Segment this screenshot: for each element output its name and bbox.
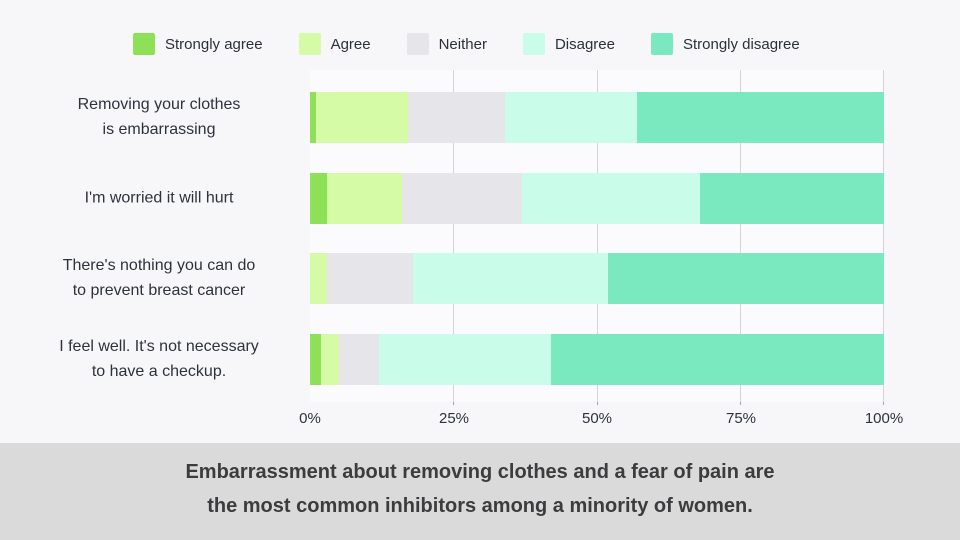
bar-row-worried-hurt (310, 173, 884, 224)
caption-line-1: Embarrassment about removing clothes and… (185, 461, 775, 483)
strongly-disagree-swatch-icon (650, 33, 673, 55)
x-axis-label-50: 50% (581, 410, 613, 427)
legend-label: Agree (330, 35, 371, 53)
legend-item-neither: Neither (406, 33, 487, 55)
bar-segment-neither (327, 253, 414, 304)
bar-segment-strongly-disagree (608, 253, 884, 304)
x-axis-label-25: 25% (438, 410, 470, 427)
category-label-line: Removing your clothes (77, 96, 241, 113)
bar-segment-strongly-disagree (551, 334, 884, 385)
bar-segment-neither (407, 92, 506, 143)
legend-label: Strongly agree (165, 35, 263, 53)
category-label-line: I'm worried it will hurt (84, 189, 234, 207)
bar-segment-agree (310, 253, 328, 304)
category-label-line: to have a checkup. (91, 363, 227, 380)
bar-row-nothing-prevent (310, 253, 884, 304)
legend-label: Neither (438, 35, 487, 53)
category-label-line: is embarrassing (102, 121, 216, 138)
bar-segment-neither (338, 334, 379, 385)
legend-item-disagree: Disagree (522, 33, 615, 55)
axis-tick-100 (883, 399, 884, 405)
legend-item-strongly-agree: Strongly agree (133, 33, 263, 55)
gridline-75 (740, 70, 741, 402)
category-label-removing-clothes: Removing your clothes is embarrassing (28, 92, 290, 142)
bar-segment-agree (315, 92, 408, 143)
gridline-50 (597, 70, 598, 402)
bar-segment-strongly-disagree (700, 173, 884, 224)
legend-label: Disagree (554, 35, 615, 53)
legend-label: Strongly disagree (682, 35, 800, 53)
axis-tick-75 (740, 399, 741, 405)
strongly-agree-swatch-icon (133, 33, 155, 55)
bar-segment-disagree (413, 253, 609, 304)
bar-segment-disagree (522, 173, 701, 224)
chart-legend: Strongly agree Agree Neither Disagree St… (133, 33, 800, 55)
bar-segment-agree (327, 173, 402, 224)
bar-segment-strongly-disagree (637, 92, 884, 143)
legend-item-agree: Agree (298, 33, 371, 55)
bar-row-feel-well (310, 334, 884, 385)
legend-item-strongly-disagree: Strongly disagree (650, 33, 800, 55)
agree-swatch-icon (298, 33, 321, 55)
bar-segment-strongly-agree (310, 92, 316, 143)
caption-banner: Embarrassment about removing clothes and… (0, 443, 960, 540)
category-label-line: There's nothing you can do (62, 257, 256, 274)
bar-segment-strongly-agree (310, 173, 328, 224)
category-label-worried-hurt: I'm worried it will hurt (28, 186, 290, 211)
bar-segment-strongly-agree (310, 334, 322, 385)
bar-segment-disagree (505, 92, 638, 143)
disagree-swatch-icon (522, 33, 545, 55)
axis-tick-50 (597, 399, 598, 405)
bar-row-removing-clothes (310, 92, 884, 143)
category-label-line: I feel well. It's not necessary (59, 338, 259, 355)
x-axis-label-0: 0% (299, 410, 321, 427)
bar-segment-disagree (378, 334, 552, 385)
gridline-100 (883, 70, 884, 402)
x-axis-label-100: 100% (864, 410, 904, 427)
plot-area (310, 70, 908, 402)
category-label-feel-well: I feel well. It's not necessary to have a… (28, 334, 290, 384)
bar-segment-neither (401, 173, 523, 224)
x-axis-label-75: 75% (725, 410, 757, 427)
neither-swatch-icon (406, 33, 429, 55)
category-label-nothing-prevent: There's nothing you can do to prevent bre… (28, 253, 290, 303)
caption-line-2: the most common inhibitors among a minor… (207, 495, 753, 517)
category-label-line: to prevent breast cancer (72, 282, 246, 299)
gridline-25 (453, 70, 454, 402)
axis-tick-25 (453, 399, 454, 405)
bar-segment-agree (321, 334, 339, 385)
